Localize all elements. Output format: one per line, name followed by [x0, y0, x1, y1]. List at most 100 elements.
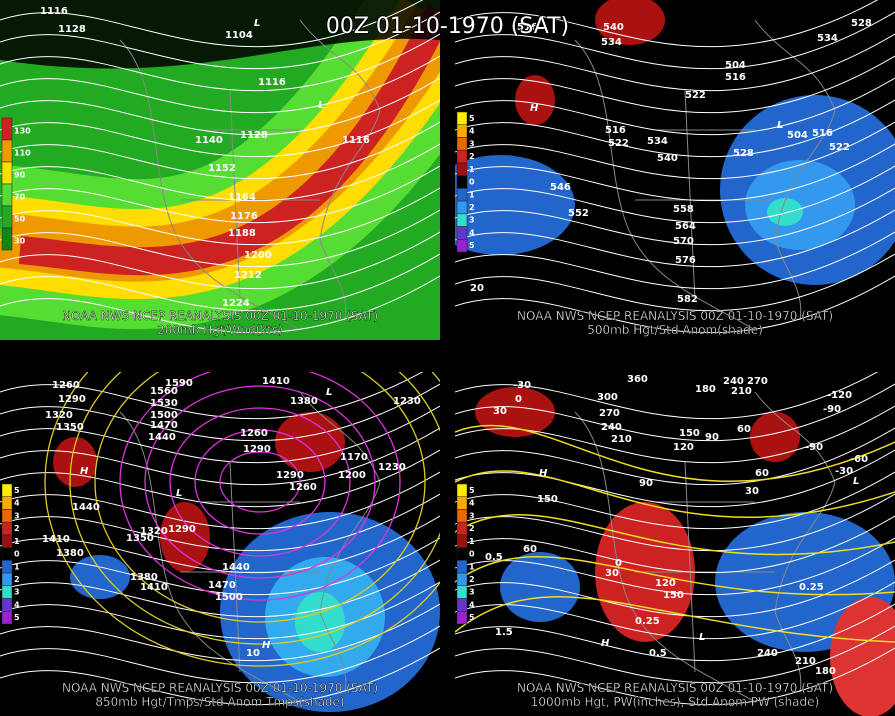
temp-contour [219, 451, 301, 513]
contour-label: 1230 [378, 462, 406, 473]
contour-label: 120 [655, 578, 676, 589]
contour [0, 187, 440, 246]
colorbar-swatch [1, 521, 13, 536]
temp-contour [94, 372, 426, 623]
contour [0, 33, 440, 92]
contour-label: 30 [605, 568, 619, 579]
colorbar-label: 5 [14, 613, 20, 622]
contour-label: L [777, 120, 783, 131]
contour-label: 1380 [130, 572, 158, 583]
contour-label: 516 [725, 72, 746, 83]
colorbar-label: 1 [469, 190, 475, 199]
contour [0, 559, 440, 618]
contour-label: 210 [731, 386, 752, 397]
shade [500, 552, 580, 622]
contour-label: 1470 [208, 580, 236, 591]
colorbar-swatch [1, 483, 13, 497]
contour-label: 150 [537, 494, 558, 505]
contour [0, 625, 440, 684]
contour-label: 576 [675, 255, 696, 266]
contour-label: 0.5 [649, 648, 667, 659]
contour-label: 1470 [150, 420, 178, 431]
colorbar-swatch [456, 200, 468, 215]
colorbar-swatch [456, 585, 468, 599]
colorbar-label: 2 [469, 575, 475, 584]
contour-label: 1230 [393, 396, 421, 407]
contour [0, 143, 440, 202]
coastline [119, 391, 381, 703]
contour-label: 1104 [225, 30, 253, 41]
contour-label: 1380 [56, 548, 84, 559]
contour-label: 180 [815, 666, 836, 677]
contour-label: 552 [568, 208, 589, 219]
contour-label: 564 [675, 221, 696, 232]
contour [0, 537, 440, 596]
contour-label: 1320 [45, 410, 73, 421]
contour [455, 449, 895, 508]
contour-label: L [176, 488, 182, 499]
contour-label: 1290 [276, 470, 304, 481]
colorbar-swatch [456, 547, 468, 561]
colorbar-swatch [456, 572, 468, 587]
contour [0, 427, 440, 486]
contour [0, 77, 440, 136]
contour [455, 405, 895, 464]
contour-label: L [699, 632, 705, 643]
contour-label: 0.25 [799, 582, 824, 593]
contour [455, 11, 895, 70]
contour-label: 1350 [56, 422, 84, 433]
colorbar-label: 3 [14, 511, 20, 520]
contour-label: 30 [745, 486, 759, 497]
contour [0, 253, 440, 312]
contour [455, 187, 895, 246]
colorbar-swatch [1, 560, 13, 574]
contour [0, 0, 423, 48]
colorbar-label: 4 [14, 499, 20, 508]
contour-label: 528 [851, 18, 872, 29]
contour-label: 90 [705, 432, 719, 443]
colorbar-label: 5 [469, 486, 475, 495]
temp-contour [119, 372, 401, 601]
contour-label: 540 [657, 153, 678, 164]
contour-label: 240 [757, 648, 778, 659]
contour-label: 60 [737, 424, 751, 435]
contour-label: 1590 [165, 378, 193, 389]
contour [455, 383, 895, 442]
contour-label: L [853, 476, 859, 487]
contour-label: 1530 [150, 398, 178, 409]
contour [455, 275, 895, 334]
contour-label: 1200 [338, 470, 366, 481]
contour-label: 240 [723, 376, 744, 387]
contour-label: 10 [246, 648, 260, 659]
colorbar-label: 1 [469, 562, 475, 571]
colorbar-label: 5 [14, 486, 20, 495]
colorbar-swatch [456, 188, 468, 202]
contour [455, 231, 895, 290]
shade [475, 387, 555, 437]
caption: 200mb Hgt/Wnd(kts) [157, 323, 283, 337]
shade [595, 0, 665, 45]
colorbar-label: 1 [14, 537, 20, 546]
shade [515, 75, 555, 125]
contour-label: 1350 [126, 533, 154, 544]
shade [53, 437, 97, 487]
colorbar-swatch [456, 213, 468, 227]
colorbar-swatch [1, 598, 13, 612]
shade [0, 0, 440, 69]
colorbar-swatch [1, 183, 13, 207]
colorbar-label: 30 [14, 236, 26, 245]
colorbar-label: 2 [14, 524, 20, 533]
colorbar-label: 1 [469, 537, 475, 546]
contour [455, 165, 895, 224]
contour-label: 582 [677, 294, 698, 305]
contour-label: 522 [608, 138, 629, 149]
colorbar-label: 4 [469, 499, 475, 508]
contour-label: 1290 [58, 394, 86, 405]
colorbar-swatch [1, 496, 13, 510]
contour [0, 405, 440, 464]
shade [767, 198, 803, 226]
contour-label: 1290 [243, 444, 271, 455]
contour-label: 150 [679, 428, 700, 439]
contour [0, 581, 440, 640]
